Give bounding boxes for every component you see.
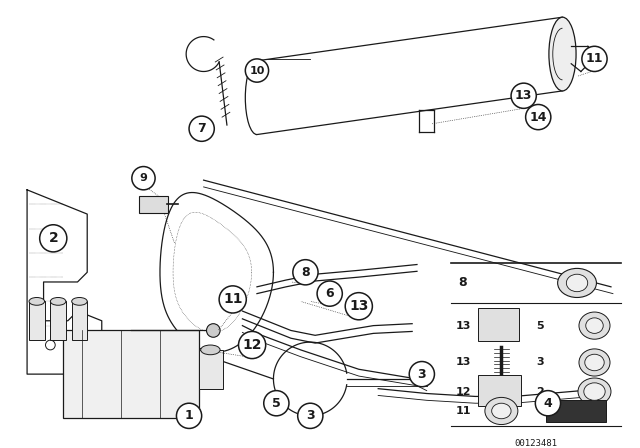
Text: 11: 11 [223,293,243,306]
Text: 13: 13 [456,321,471,331]
Circle shape [264,391,289,416]
Text: 13: 13 [456,358,471,367]
Circle shape [207,324,220,337]
Text: 5: 5 [536,321,544,331]
Circle shape [582,46,607,72]
Circle shape [511,83,536,108]
Text: 5: 5 [272,397,281,410]
Circle shape [409,362,435,387]
Bar [199,350,223,389]
Text: 13: 13 [515,89,532,102]
Text: 4: 4 [543,397,552,410]
Text: 8: 8 [301,266,310,279]
Text: 11: 11 [456,406,471,416]
Circle shape [298,403,323,428]
Circle shape [345,293,372,320]
Bar [546,401,606,422]
Circle shape [132,167,155,190]
Text: 10: 10 [249,65,265,76]
Ellipse shape [566,274,588,292]
Ellipse shape [557,268,596,297]
Circle shape [177,403,202,428]
Text: 00123481: 00123481 [515,439,557,448]
Bar [72,302,87,340]
Ellipse shape [201,345,220,355]
Text: 13: 13 [349,299,369,313]
Circle shape [40,225,67,252]
Ellipse shape [585,354,604,371]
Circle shape [293,260,318,285]
Ellipse shape [579,349,610,376]
Text: 11: 11 [586,52,604,65]
Text: 12: 12 [243,338,262,352]
Circle shape [219,286,246,313]
Ellipse shape [72,297,87,305]
Ellipse shape [485,397,518,425]
FancyBboxPatch shape [139,196,168,213]
Ellipse shape [578,378,611,405]
Text: 6: 6 [325,287,334,300]
Bar [63,331,199,418]
Text: 2: 2 [49,231,58,246]
Text: 3: 3 [536,358,544,367]
Text: 3: 3 [417,368,426,381]
Ellipse shape [584,383,605,401]
Text: 1: 1 [185,409,193,422]
Circle shape [245,59,269,82]
Text: 8: 8 [459,276,467,289]
Text: 2: 2 [536,387,544,396]
Text: 9: 9 [140,173,147,183]
Ellipse shape [51,297,66,305]
Text: 3: 3 [306,409,315,422]
Ellipse shape [579,312,610,339]
Text: 7: 7 [197,122,206,135]
Circle shape [189,116,214,141]
Ellipse shape [549,17,576,91]
Text: 12: 12 [456,387,471,396]
Circle shape [317,281,342,306]
Bar [51,302,66,340]
Circle shape [525,104,551,129]
Ellipse shape [29,297,45,305]
Ellipse shape [586,318,604,333]
FancyBboxPatch shape [478,308,519,341]
FancyBboxPatch shape [478,375,521,406]
Text: 14: 14 [529,111,547,124]
Circle shape [535,391,561,416]
Bar [29,302,45,340]
Ellipse shape [492,403,511,419]
Circle shape [239,332,266,358]
